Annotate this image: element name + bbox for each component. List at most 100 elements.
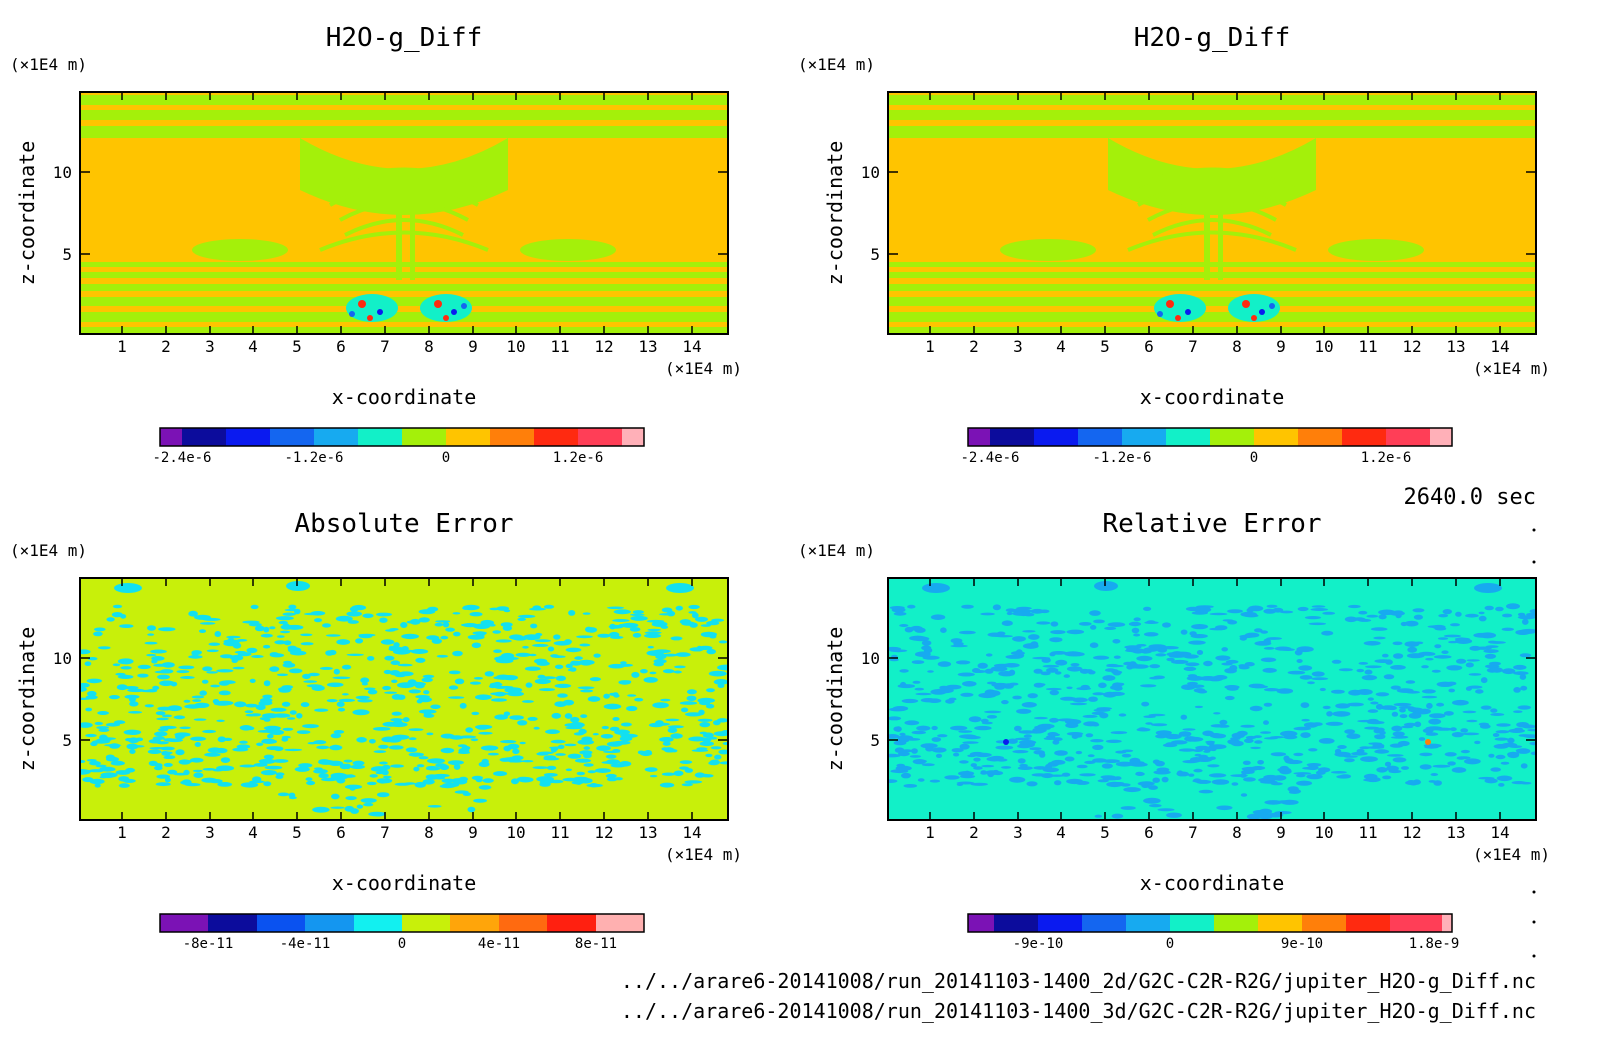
turbulent-spot: [461, 303, 467, 309]
noise-blob: [708, 670, 727, 677]
noise-blob: [899, 624, 909, 627]
noise-blob: [368, 811, 386, 817]
x-tick-label: 6: [1144, 337, 1154, 356]
panel-top-left: H2O-g_Diff (×1E4 m): [10, 23, 742, 466]
noise-blob: [1428, 780, 1437, 783]
noise-blob: [1434, 644, 1442, 649]
noise-blob: [536, 752, 549, 756]
noise-blob: [578, 728, 587, 735]
noise-blob: [1403, 722, 1417, 727]
noise-blob: [1057, 718, 1075, 722]
noise-blob: [85, 733, 97, 738]
band-bottom-green: [888, 284, 1536, 291]
noise-blob: [907, 604, 916, 609]
noise-blob: [929, 779, 941, 783]
top-blob: [286, 581, 310, 591]
noise-blob: [996, 631, 1006, 636]
plot-frame: [887, 91, 1537, 335]
noise-blob: [990, 666, 1008, 672]
noise-blob: [118, 783, 130, 788]
noise-blob: [397, 663, 413, 667]
x-tick-label: 9: [468, 337, 478, 356]
noise-blob: [435, 763, 447, 768]
noise-blob: [1296, 774, 1306, 778]
noise-blob: [901, 772, 911, 779]
noise-blob: [440, 635, 449, 640]
noise-blob: [1478, 615, 1487, 622]
noise-blob: [232, 642, 242, 649]
noise-blob: [336, 639, 351, 645]
noise-pattern: [888, 603, 1536, 820]
noise-blob: [260, 770, 277, 776]
colorbar-swatch: [1170, 914, 1214, 932]
noise-blob: [1244, 738, 1254, 743]
noise-blob: [391, 694, 402, 700]
colorbar-tick-label: 1.8e-9: [1409, 936, 1460, 952]
noise-blob: [1367, 709, 1379, 713]
noise-blob: [308, 672, 320, 677]
noise-blob: [1469, 645, 1481, 651]
noise-blob: [1384, 761, 1392, 767]
noise-blob: [1100, 775, 1116, 779]
x-tick-label: 2: [969, 823, 979, 842]
y-tick-label: 10: [53, 163, 72, 182]
noise-blob: [192, 769, 203, 773]
noise-blob: [293, 608, 301, 615]
noise-blob: [1322, 611, 1336, 615]
noise-blob: [1096, 707, 1112, 710]
colorbar: -2.4e-6 -1.2e-6 0 1.2e-6: [152, 427, 645, 466]
dot: [1532, 560, 1536, 564]
noise-blob: [251, 655, 264, 658]
noise-blob: [981, 721, 993, 725]
noise-blob: [1213, 675, 1228, 680]
noise-blob: [911, 748, 918, 754]
band-top-green: [888, 126, 1536, 138]
noise-blob: [1161, 776, 1169, 783]
noise-blob: [288, 796, 297, 800]
noise-blob: [426, 732, 434, 736]
noise-blob: [1070, 663, 1080, 667]
noise-blob: [1012, 695, 1022, 700]
noise-blob: [389, 670, 401, 676]
x-tick-label: 6: [336, 823, 346, 842]
y-tick-label: 10: [861, 649, 880, 668]
noise-blob: [1513, 671, 1529, 676]
noise-blob: [369, 739, 376, 744]
colorbar-tick-label: 0: [442, 450, 450, 466]
noise-blob: [465, 727, 474, 733]
noise-blob: [467, 806, 476, 813]
x-tick-label: 14: [682, 337, 701, 356]
noise-blob: [1344, 758, 1355, 763]
noise-blob: [1475, 689, 1484, 694]
noise-blob: [697, 697, 715, 704]
noise-blob: [1006, 611, 1013, 616]
noise-blob: [86, 678, 103, 684]
noise-blob: [178, 665, 195, 670]
x-tick-label: 4: [1056, 337, 1066, 356]
noise-blob: [281, 685, 294, 689]
noise-blob: [984, 710, 1002, 714]
vertical-stripe: [410, 180, 415, 280]
noise-blob: [234, 701, 247, 708]
noise-blob: [310, 611, 326, 616]
band-bottom-green: [888, 262, 1536, 267]
noise-blob: [1244, 662, 1255, 667]
noise-blob: [1495, 606, 1504, 612]
noise-blob: [565, 647, 582, 653]
colorbar-swatch: [314, 428, 358, 446]
noise-blob: [973, 766, 983, 770]
noise-blob: [985, 653, 993, 657]
x-tick-label: 9: [1276, 823, 1286, 842]
noise-blob: [1217, 724, 1230, 728]
noise-blob: [236, 639, 248, 642]
noise-blob: [614, 777, 623, 781]
noise-blob: [603, 750, 621, 754]
noise-blob: [1224, 695, 1235, 701]
noise-blob: [459, 702, 467, 709]
noise-blob: [1523, 734, 1536, 739]
colorbar-swatch: [450, 914, 499, 932]
noise-blob: [1256, 767, 1263, 771]
noise-blob: [1339, 774, 1352, 778]
noise-blob: [246, 647, 258, 654]
noise-blob: [699, 722, 711, 728]
